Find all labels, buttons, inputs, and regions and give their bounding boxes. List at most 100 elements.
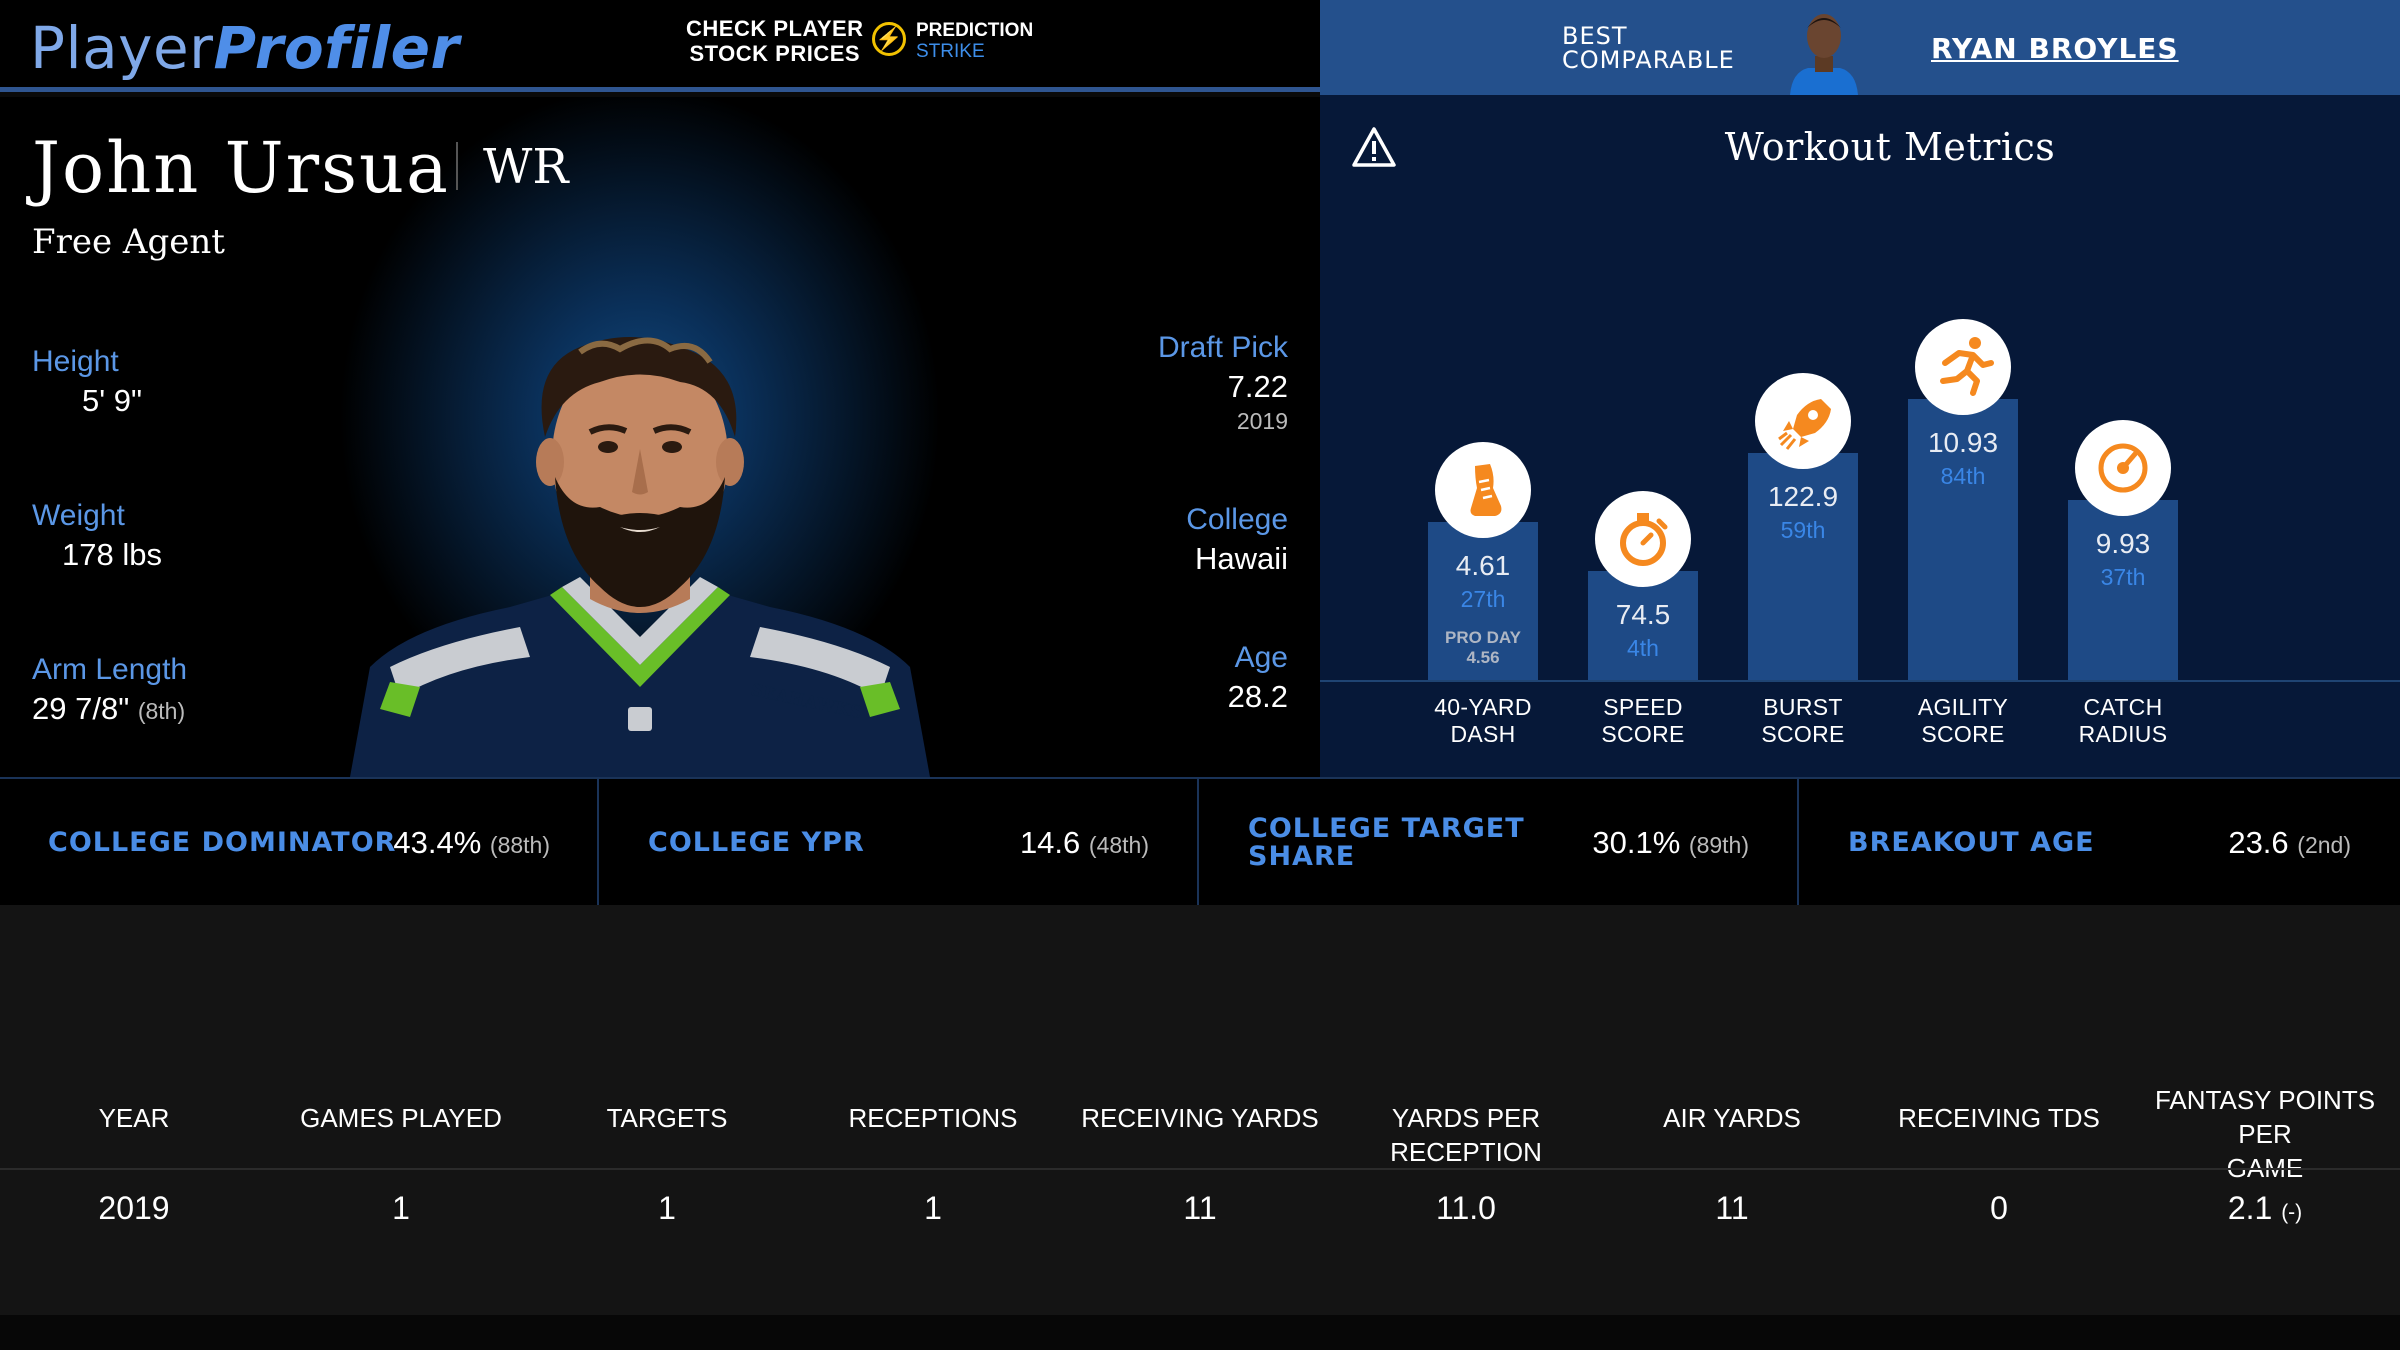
workout-title: Workout Metrics xyxy=(1724,125,2056,169)
warning-icon[interactable] xyxy=(1351,125,1397,171)
fantasy-points-value: 2.1 xyxy=(2227,1190,2273,1226)
metric-rank: (89th) xyxy=(1688,832,1749,858)
bar-label-agility-score: AGILITY SCORE xyxy=(1873,694,2053,748)
player-name: John Ursua xyxy=(32,127,450,209)
header-text: TARGETS xyxy=(606,1103,728,1133)
cell-air-yards: 11 xyxy=(1715,1190,1749,1226)
bar-value-40-yard-dash: 4.61 xyxy=(1455,549,1511,581)
metric-value: 14.6 (48th) xyxy=(1020,825,1149,861)
lightning-icon: ⚡ xyxy=(872,22,906,56)
header-text: GAMES PLAYED xyxy=(300,1103,502,1133)
height-label: Height xyxy=(32,345,119,378)
header-text-line-1: FANTASY POINTS PER xyxy=(2154,1085,2376,1149)
age-value: 28.2 xyxy=(1227,679,1288,714)
age-label: Age xyxy=(1234,641,1288,674)
bar-label-speed-score: SPEED SCORE xyxy=(1553,694,1733,748)
column-header-receptions: RECEPTIONS xyxy=(800,1101,1066,1135)
metric-label-line-1: COLLEGE TARGET xyxy=(1248,813,1525,844)
promo-link[interactable]: CHECK PLAYER STOCK PRICES xyxy=(686,16,864,66)
cell-yards-per-reception: 11.0 xyxy=(1436,1190,1496,1226)
best-comparable-label: BEST COMPARABLE xyxy=(1562,24,1735,72)
column-header-air-yards: AIR YARDS xyxy=(1599,1101,1865,1135)
rocket-icon xyxy=(1755,373,1851,470)
weight-value: 178 lbs xyxy=(62,537,162,572)
bar-label-burst-score: BURST SCORE xyxy=(1713,694,1893,748)
bar-label-line-2: SCORE xyxy=(1601,721,1685,747)
chart-baseline xyxy=(1320,680,2400,682)
column-header-year: YEAR xyxy=(1,1101,267,1135)
fantasy-points-rank: (-) xyxy=(2281,1201,2303,1224)
metric-label: COLLEGE DOMINATOR xyxy=(48,827,397,858)
metric-value: 43.4% (88th) xyxy=(393,825,550,861)
promo-line-2: STOCK PRICES xyxy=(689,41,861,66)
metric-college-ypr: COLLEGE YPR 14.6 (48th) xyxy=(600,779,1199,907)
bar-value-burst-score: 122.9 xyxy=(1767,481,1839,513)
bar-40-yard-dash xyxy=(1428,521,1538,680)
runner-icon xyxy=(1915,319,2011,416)
bar-agility-score xyxy=(1908,399,2018,680)
column-header-yards-per-reception: YARDS PER RECEPTION xyxy=(1333,1101,1599,1169)
promo-brand[interactable]: PREDICTION STRIKE xyxy=(916,20,1033,62)
header-text: AIR YARDS xyxy=(1663,1103,1801,1133)
bar-percentile-agility-score: 84th xyxy=(1940,463,1986,490)
player-headshot: SEAHAWKS xyxy=(350,337,930,777)
shoe-icon xyxy=(1435,441,1531,538)
cell-receptions: 1 xyxy=(924,1190,942,1226)
metric-label: COLLEGE YPR xyxy=(648,827,865,858)
metric-label: COLLEGE TARGET SHARE xyxy=(1248,815,1525,871)
logo-part-player: Player xyxy=(30,14,214,82)
bar-value-speed-score: 74.5 xyxy=(1615,599,1671,631)
site-logo[interactable]: PlayerProfiler xyxy=(30,14,460,82)
player-team: Free Agent xyxy=(32,222,225,262)
player-position: WR xyxy=(483,139,569,195)
metric-rank: (2nd) xyxy=(2297,832,2351,858)
bar-value-agility-score: 10.93 xyxy=(1927,427,1999,459)
bar-label-line-1: CATCH xyxy=(2083,694,2163,720)
cell-targets: 1 xyxy=(658,1190,676,1226)
bar-label-catch-radius: CATCH RADIUS xyxy=(2033,694,2213,748)
table-row-divider xyxy=(0,1168,2400,1170)
site-header: PlayerProfiler CHECK PLAYER STOCK PRICES… xyxy=(0,0,1320,92)
header-text: RECEIVING TDS xyxy=(1898,1103,2100,1133)
metric-college-dominator: COLLEGE DOMINATOR 43.4% (88th) xyxy=(0,779,599,907)
metric-college-target-share: COLLEGE TARGET SHARE 30.1% (89th) xyxy=(1200,779,1799,907)
comparable-player-link[interactable]: RYAN BROYLES xyxy=(1931,32,2179,65)
promo-brand-2: STRIKE xyxy=(916,41,985,62)
metric-breakout-age: BREAKOUT AGE 23.6 (2nd) xyxy=(1800,779,2399,907)
bar-label-line-2: RADIUS xyxy=(2078,721,2168,747)
weight-label: Weight xyxy=(32,499,125,532)
bar-label-line-1: 40-YARD xyxy=(1434,694,1532,720)
college-metrics-strip: COLLEGE DOMINATOR 43.4% (88th) COLLEGE Y… xyxy=(0,777,2400,907)
bar-percentile-catch-radius: 37th xyxy=(2100,564,2146,591)
header-text: YARDS PER RECEPTION xyxy=(1390,1103,1542,1167)
cell-receiving-yards: 11 xyxy=(1183,1190,1217,1226)
pro-day-value: 4.56 xyxy=(1466,647,1500,667)
promo-brand-1: PREDICTION xyxy=(916,20,1034,41)
arm-length-number: 29 7/8" xyxy=(32,691,130,726)
best-comparable-bar: BEST COMPARABLE RYAN BROYLES xyxy=(1320,0,2400,95)
metric-rank: (88th) xyxy=(489,832,550,858)
column-header-receiving-yards: RECEIVING YARDS xyxy=(1067,1101,1333,1135)
draft-pick-label: Draft Pick xyxy=(1157,331,1288,364)
best-label-line-2: COMPARABLE xyxy=(1562,46,1735,74)
bar-label-line-2: SCORE xyxy=(1921,721,2005,747)
metric-label-line-2: SHARE xyxy=(1248,841,1356,872)
metric-value: 23.6 (2nd) xyxy=(2228,825,2351,861)
bar-label-line-2: DASH xyxy=(1450,721,1516,747)
college-label: College xyxy=(1186,503,1288,536)
header-text: RECEIVING YARDS xyxy=(1081,1103,1319,1133)
best-label-line-1: BEST xyxy=(1562,22,1628,50)
column-header-targets: TARGETS xyxy=(534,1101,800,1135)
bar-speed-score xyxy=(1588,571,1698,680)
arm-length-rank: (8th) xyxy=(137,698,186,724)
season-stats-table: YEAR GAMES PLAYED TARGETS RECEPTIONS REC… xyxy=(0,905,2400,1315)
logo-part-profiler: Profiler xyxy=(213,14,460,82)
metric-number: 43.4% xyxy=(393,825,482,860)
draft-year: 2019 xyxy=(1236,408,1288,434)
player-card: John Ursua WR Free Agent Height 5' 9" We… xyxy=(0,97,1320,777)
bar-burst-score xyxy=(1748,453,1858,680)
bar-label-line-2: SCORE xyxy=(1761,721,1845,747)
header-text: RECEPTIONS xyxy=(848,1103,1018,1133)
pro-day-time: PRO DAY 4.56 xyxy=(1403,628,1563,668)
page-footer-bar xyxy=(0,1315,2400,1350)
